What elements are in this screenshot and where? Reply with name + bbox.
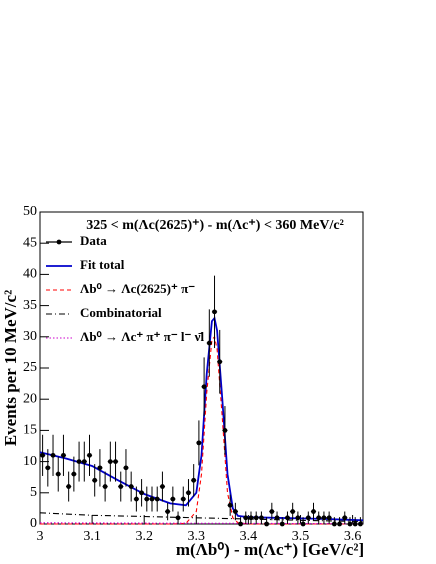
data-point [107,459,113,464]
y-tick-label: 45 [23,235,37,250]
data-point [61,452,66,458]
legend-label: Data [80,233,107,248]
data-point [352,521,358,527]
x-tick-label: 3.5 [292,529,310,544]
legend-label: Λb⁰ → Λc⁺ π⁺ π⁻ l⁻ ν̄l [80,329,204,344]
data-point [347,521,353,527]
data-point [180,496,186,502]
data-point [206,340,212,346]
data-point [274,515,280,521]
fit-curve [39,512,364,523]
legend-label: Λb⁰ → Λc(2625)⁺ π⁻ [80,281,195,296]
x-tick-label: 3 [37,529,44,544]
data-point [238,521,243,527]
data-point [227,502,233,508]
data-point [76,459,82,464]
data-point [118,484,124,489]
data-point [45,465,51,471]
data-point [139,490,144,496]
y-tick-label: 30 [23,329,37,344]
x-tick-label: 3.6 [344,529,362,544]
data-point [212,309,217,315]
legend-label: Combinatorial [80,305,162,320]
data-point [285,515,290,521]
data-point [40,452,46,458]
data-point [196,440,202,446]
data-point [55,471,61,477]
data-point [133,496,139,502]
data-point [217,359,223,365]
data-point [342,515,348,521]
data-point [295,515,301,521]
data-point [128,484,134,489]
data-point [326,515,332,521]
data-point [71,471,77,477]
y-tick-label: 5 [30,485,37,500]
data-point [259,515,264,521]
data-point [337,521,342,527]
data-point [316,515,322,521]
data-point [97,465,103,471]
data-point [264,521,270,527]
legend-label: Fit total [80,257,125,272]
data-point [170,496,176,502]
x-tick-label: 3.1 [83,529,101,544]
y-tick-label: 15 [23,423,37,438]
y-tick-label: 40 [23,267,37,282]
x-tick-label: 3.2 [135,529,153,544]
chart-title: 325 < m(Λc(2625)⁺) - m(Λc⁺) < 360 MeV/c² [86,218,344,233]
data-point [144,496,150,502]
data-point [154,496,160,502]
data-point [253,515,259,521]
data-point [87,452,92,458]
data-point [321,515,327,521]
data-point [113,459,118,464]
data-point [300,521,306,527]
x-tick-label: 3.4 [240,529,258,544]
data-point [290,509,296,514]
data-point [165,509,171,514]
legend-swatch [56,239,62,245]
y-tick-label: 50 [23,204,37,219]
y-tick-label: 20 [23,391,37,406]
x-axis-label: m(Λb⁰) - m(Λc⁺) [GeV/c²] [176,540,364,559]
data-point [81,459,87,464]
y-axis-label: Events per 10 MeV/c² [1,290,20,446]
x-tick-label: 3.3 [188,529,206,544]
y-tick-label: 10 [23,454,37,469]
data-point [311,509,316,514]
data-point [201,384,207,390]
data-point [123,465,129,471]
data-point [305,515,311,521]
data-point [357,521,363,527]
data-point [279,521,285,527]
data-point [232,509,238,514]
fit-curve [40,335,363,525]
data-point [92,477,98,483]
data-point [149,496,155,502]
y-tick-label: 35 [23,298,37,313]
data-point [248,515,254,521]
fit-curve [39,316,364,522]
y-tick-label: 0 [30,516,37,531]
data-point [186,490,191,496]
data-point [269,509,275,514]
data-point [160,484,165,489]
data-point [243,515,249,521]
data-point [50,452,56,458]
data-point [331,521,337,527]
data-point [191,477,197,483]
y-tick-label: 25 [23,360,37,375]
data-point [66,484,72,489]
data-point [102,484,108,489]
data-point [222,428,228,433]
data-point [175,515,181,521]
